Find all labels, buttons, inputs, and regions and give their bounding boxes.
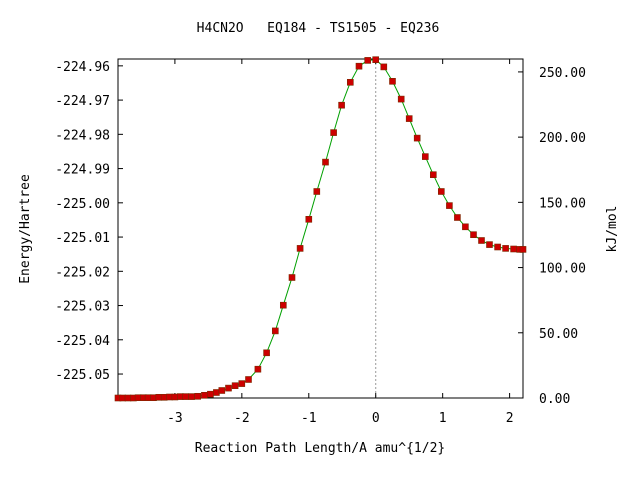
x-tick-label: -3 bbox=[167, 411, 183, 426]
data-point bbox=[429, 171, 437, 178]
data-point bbox=[470, 231, 477, 238]
data-point bbox=[271, 327, 279, 335]
data-point bbox=[478, 237, 485, 244]
data-point bbox=[346, 79, 354, 86]
y2-tick-label: 150.00 bbox=[539, 196, 586, 211]
data-point bbox=[296, 245, 304, 252]
data-point bbox=[380, 63, 388, 71]
x-axis-ticks: -3 -2 -1 0 1 2 bbox=[167, 59, 514, 426]
y-tick-label: -224.96 bbox=[55, 60, 110, 75]
data-point bbox=[254, 365, 262, 373]
data-point bbox=[313, 188, 321, 195]
y2-tick-label: 100.00 bbox=[539, 262, 586, 277]
data-point bbox=[494, 243, 501, 251]
y-tick-label: -225.01 bbox=[55, 231, 110, 246]
y2-tick-label: 250.00 bbox=[539, 66, 586, 81]
data-point bbox=[389, 78, 396, 85]
y-tick-label: -224.99 bbox=[55, 163, 110, 178]
data-point bbox=[486, 241, 493, 248]
x-tick-label: 1 bbox=[439, 411, 447, 426]
data-point bbox=[263, 349, 270, 357]
y-tick-label: -225.05 bbox=[55, 368, 110, 383]
data-point bbox=[364, 57, 372, 64]
y-tick-label: -225.04 bbox=[55, 334, 110, 349]
data-point bbox=[338, 101, 345, 109]
plot-frame bbox=[117, 58, 524, 399]
y-tick-label: -224.98 bbox=[55, 128, 110, 143]
chart-title: H4CN2O EQ184 - TS1505 - EQ236 bbox=[197, 21, 440, 36]
data-point bbox=[421, 153, 429, 160]
data-point bbox=[171, 393, 179, 401]
data-point bbox=[413, 134, 421, 142]
y2-tick-label: 50.00 bbox=[539, 327, 578, 342]
y2-tick-label: 0.00 bbox=[539, 392, 570, 407]
data-point bbox=[231, 382, 239, 390]
data-point bbox=[279, 301, 287, 309]
x-axis-label: Reaction Path Length/A amu^{1/2} bbox=[195, 441, 445, 456]
data-point bbox=[188, 393, 195, 400]
data-point bbox=[405, 115, 413, 122]
data-point bbox=[225, 384, 232, 392]
y-axis-ticks: -224.96 -224.97 -224.98 -224.99 -225.00 -225.… bbox=[55, 60, 123, 383]
data-point bbox=[201, 391, 208, 399]
data-point bbox=[207, 390, 214, 398]
data-point bbox=[182, 393, 189, 400]
series-markers bbox=[114, 56, 527, 402]
x-tick-label: 0 bbox=[372, 411, 380, 426]
data-point bbox=[510, 245, 517, 253]
data-point bbox=[397, 95, 405, 103]
data-point bbox=[194, 392, 201, 400]
x-tick-label: -1 bbox=[301, 411, 317, 426]
data-point bbox=[454, 214, 461, 221]
data-point bbox=[519, 246, 527, 253]
data-point bbox=[355, 62, 363, 70]
data-point bbox=[462, 223, 469, 231]
data-point bbox=[446, 202, 453, 209]
data-point bbox=[288, 274, 296, 281]
data-point bbox=[213, 389, 220, 396]
x-tick-label: 2 bbox=[506, 411, 514, 426]
data-point bbox=[372, 56, 380, 64]
y-tick-label: -225.03 bbox=[55, 300, 110, 315]
y-axis-label: Energy/Hartree bbox=[18, 174, 33, 284]
y-tick-label: -224.97 bbox=[55, 94, 110, 109]
y-tick-label: -225.00 bbox=[55, 197, 110, 212]
y2-tick-label: 200.00 bbox=[539, 131, 586, 146]
x-tick-label: -2 bbox=[234, 411, 250, 426]
y-tick-label: -225.02 bbox=[55, 265, 110, 280]
data-point bbox=[437, 188, 445, 195]
data-point bbox=[238, 380, 246, 387]
data-point bbox=[305, 216, 313, 223]
y2-axis-label: kJ/mol bbox=[605, 206, 620, 253]
data-point bbox=[245, 376, 252, 383]
data-point bbox=[218, 387, 226, 394]
data-point bbox=[502, 245, 509, 252]
data-point bbox=[322, 158, 329, 166]
y2-axis-ticks: 0.00 50.00 100.00 150.00 200.00 250.00 bbox=[518, 66, 586, 407]
data-point bbox=[330, 129, 337, 136]
